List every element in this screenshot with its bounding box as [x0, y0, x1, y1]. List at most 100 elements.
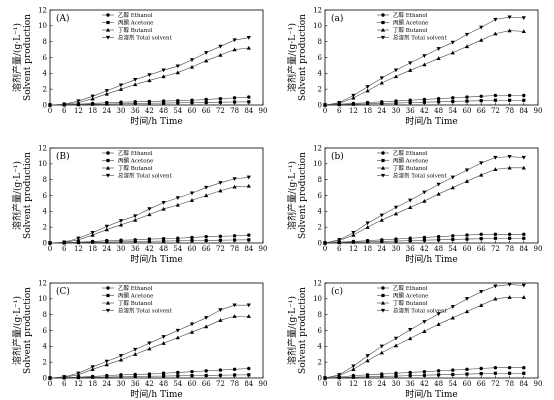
data-point-s4: [47, 376, 53, 381]
data-point-s1: [161, 371, 166, 375]
x-tick-label: 18: [363, 245, 372, 253]
data-point-s3: [379, 350, 384, 355]
x-tick-label: 90: [534, 107, 543, 115]
data-point-s2: [105, 240, 109, 244]
x-axis-title: 时间/h Time: [405, 253, 457, 265]
data-point-s2: [105, 102, 109, 106]
legend-entry: 丙酮 Acetone: [118, 293, 153, 300]
y-tick-label: 4: [318, 208, 323, 216]
data-point-s3: [379, 80, 384, 85]
legend-marker: [105, 27, 111, 32]
data-point-s1: [232, 367, 237, 371]
data-point-s2: [493, 98, 497, 102]
data-point-s3: [393, 343, 399, 348]
x-tick-label: 90: [534, 380, 543, 388]
legend-entry: 丁醇 Butanol: [393, 26, 428, 34]
x-axis-title: 时间/h Time: [130, 253, 182, 265]
legend-entry: 总溶剂 Total solvent: [118, 34, 173, 42]
data-point-s2: [119, 375, 123, 379]
data-point-s2: [247, 100, 251, 104]
legend-marker: [381, 158, 385, 163]
data-point-s2: [218, 238, 222, 242]
data-point-s4: [521, 283, 526, 288]
y-tick-label: 2: [318, 224, 322, 232]
x-tick-label: 18: [88, 380, 97, 388]
data-point-s3: [147, 212, 152, 217]
data-point-s3: [521, 165, 526, 170]
data-point-s3: [464, 179, 470, 183]
x-tick-label: 12: [74, 380, 83, 388]
legend-marker: [105, 165, 111, 170]
data-point-s4: [393, 68, 399, 73]
y-tick-label: 0: [43, 374, 47, 382]
data-point-s3: [104, 91, 109, 96]
data-point-s1: [451, 368, 455, 372]
legend-entry: 总溶剂 Total solvent: [393, 172, 448, 180]
legend-entry: 丁醇 Butanol: [118, 164, 153, 172]
x-tick-label: 84: [244, 107, 253, 115]
data-point-s1: [451, 234, 455, 238]
legend-entry: 乙醇 Ethanol: [118, 149, 153, 157]
data-point-s4: [189, 58, 195, 62]
x-tick-label: 24: [377, 380, 386, 388]
legend-marker: [381, 151, 385, 155]
legend-entry: 乙醇 Ethanol: [393, 149, 428, 157]
data-point-s4: [147, 207, 152, 212]
data-point-s2: [380, 239, 384, 244]
data-point-s1: [493, 93, 498, 98]
x-tick-label: 66: [202, 107, 211, 115]
data-point-s2: [162, 239, 166, 243]
data-point-s1: [522, 93, 526, 98]
data-point-s3: [90, 96, 95, 101]
data-point-s2: [91, 240, 95, 244]
legend-entry: 丙酮 Acetone: [393, 20, 428, 27]
data-point-s2: [91, 375, 95, 379]
y-tick-label: 6: [318, 54, 323, 62]
x-tick-label: 78: [230, 245, 239, 253]
data-point-s1: [190, 369, 194, 374]
data-point-s4: [161, 335, 166, 339]
data-point-s1: [493, 366, 498, 370]
data-point-s3: [204, 193, 209, 198]
data-point-s4: [422, 320, 427, 324]
x-tick-label: 60: [188, 107, 197, 115]
data-point-s2: [380, 101, 384, 106]
y-axis-title-cn: 溶剂产量/(g·L⁻¹): [11, 23, 23, 92]
data-point-s3: [232, 47, 237, 52]
data-point-s1: [232, 234, 237, 238]
data-point-s3: [147, 78, 152, 83]
y-tick-label: 4: [43, 343, 48, 351]
x-tick-label: 60: [188, 245, 197, 253]
plot-frame: [49, 147, 264, 244]
data-point-s1: [247, 233, 251, 237]
legend-marker: [381, 286, 385, 290]
data-point-s2: [394, 239, 398, 243]
data-point-s3: [422, 329, 427, 333]
data-point-s1: [422, 235, 427, 240]
data-point-s4: [464, 297, 470, 301]
chart-panel-6: 0 6 12 18 24 30 36 42 48 54 60 66 72 78 84 90024681012时…: [286, 279, 542, 400]
data-point-s3: [133, 217, 138, 222]
legend-marker: [380, 27, 386, 32]
y-axis-title-cn: 溶剂产量/(g·L⁻¹): [11, 296, 23, 365]
legend-entry: 丁醇 Butanol: [393, 299, 428, 307]
y-tick-label: 8: [318, 176, 322, 184]
data-point-s2: [233, 100, 237, 104]
x-tick-label: 48: [159, 245, 168, 253]
legend-entry: 总溶剂 Total solvent: [118, 307, 173, 315]
x-tick-label: 42: [420, 245, 429, 253]
y-tick-label: 0: [318, 374, 322, 382]
legend-marker: [380, 35, 386, 40]
data-point-s2: [465, 237, 469, 241]
data-point-s4: [493, 17, 498, 22]
data-point-s3: [351, 95, 356, 100]
y-axis-title-en: Solvent production: [23, 152, 33, 239]
data-point-s2: [351, 240, 355, 244]
data-point-s3: [232, 314, 237, 318]
y-tick-label: 0: [43, 239, 47, 247]
chart-panel-1: 0 6 12 18 24 30 36 42 48 54 60 66 72 78 84 90024681012时…: [11, 6, 267, 127]
data-point-s1: [451, 96, 455, 100]
x-tick-label: 72: [216, 245, 225, 253]
data-point-s2: [366, 102, 370, 106]
data-point-s1: [204, 369, 208, 373]
